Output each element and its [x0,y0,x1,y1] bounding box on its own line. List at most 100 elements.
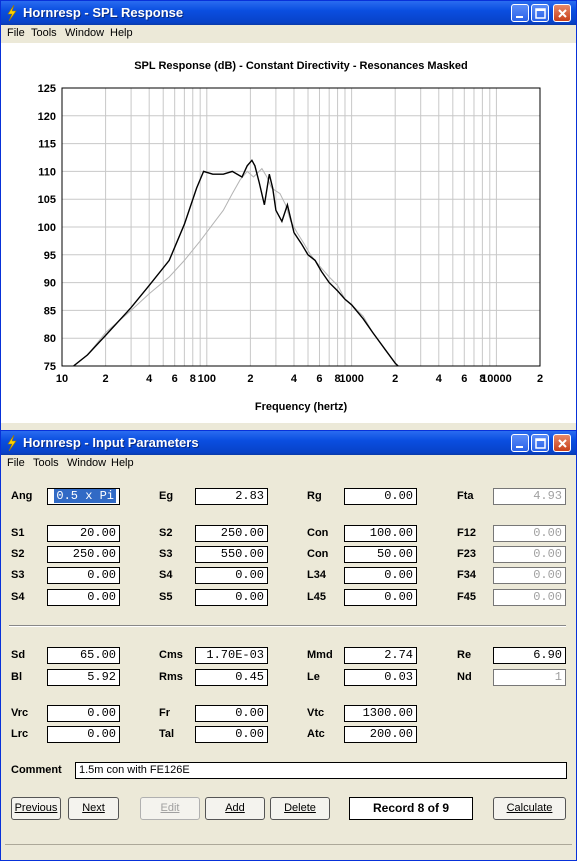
close-icon [558,9,567,18]
menu-window[interactable]: Window [65,27,105,39]
param-value: 5.92 [87,670,116,684]
param-field-fta[interactable]: 4.93 [493,488,566,505]
param-value: 0.00 [384,590,413,604]
close-button[interactable] [553,4,571,22]
calculate-button[interactable]: Calculate [493,797,566,820]
param-field-nd[interactable]: 1 [493,669,566,686]
param-field-s1[interactable]: 20.00 [47,525,120,542]
param-field-eg[interactable]: 2.83 [195,488,268,505]
menu-tools[interactable]: Tools [31,27,57,39]
param-field-re[interactable]: 6.90 [493,647,566,664]
param-label-f12: F12 [457,527,476,539]
x-tick-label: 10000 [481,373,512,385]
param-field-f12[interactable]: 0.00 [493,525,566,542]
x-tick-label: 4 [436,373,443,385]
param-field-con[interactable]: 50.00 [344,546,417,563]
menu-tools[interactable]: Tools [33,457,59,469]
param-label-rms: Rms [159,671,183,683]
menu-help[interactable]: Help [111,457,134,469]
minimize-icon [516,16,523,18]
minimize-button[interactable] [511,4,529,22]
param-label-lrc: Lrc [11,728,29,740]
add-button[interactable]: Add [205,797,265,820]
param-field-vtc[interactable]: 1300.00 [344,705,417,722]
param-label-fta: Fta [457,490,474,502]
param-field-tal[interactable]: 0.00 [195,726,268,743]
param-value: 250.00 [72,547,116,561]
minimize-button[interactable] [511,434,529,452]
param-field-s4[interactable]: 0.00 [195,567,268,584]
param-field-ang[interactable]: 0.5 x Pi [47,488,120,505]
param-field-cms[interactable]: 1.70E-03 [195,647,268,664]
y-tick-label: 85 [44,305,56,317]
param-field-rg[interactable]: 0.00 [344,488,417,505]
spl-title-bar[interactable]: Hornresp - SPL Response [1,1,576,25]
menu-file[interactable]: File [7,27,25,39]
delete-button[interactable]: Delete [270,797,330,820]
param-field-lrc[interactable]: 0.00 [47,726,120,743]
param-field-f45[interactable]: 0.00 [493,589,566,606]
param-label-ang: Ang [11,490,33,502]
section-divider [9,625,566,627]
x-tick-label: 1000 [339,373,363,385]
param-label-s3: S3 [159,548,173,560]
x-tick-label: 8 [479,373,485,385]
series-line-black [73,159,400,366]
x-tick-label: 6 [316,373,322,385]
maximize-button[interactable] [531,434,549,452]
comment-input[interactable]: 1.5m con with FE126E [75,762,567,779]
param-label-mmd: Mmd [307,649,333,661]
next-button[interactable]: Next [68,797,119,820]
param-field-s4[interactable]: 0.00 [47,589,120,606]
x-tick-label: 4 [291,373,298,385]
param-value: 200.00 [369,727,413,741]
x-tick-label: 6 [461,373,467,385]
parameters-panel: Comment 1.5m con with FE126E Previous Ne… [1,475,576,855]
param-field-l34[interactable]: 0.00 [344,567,417,584]
param-field-mmd[interactable]: 2.74 [344,647,417,664]
param-label-fr: Fr [159,707,170,719]
param-field-s3[interactable]: 0.00 [47,567,120,584]
input-title-bar[interactable]: Hornresp - Input Parameters [1,431,576,455]
previous-button[interactable]: Previous [11,797,61,820]
x-tick-label: 2 [392,373,398,385]
maximize-button[interactable] [531,4,549,22]
param-field-l45[interactable]: 0.00 [344,589,417,606]
y-tick-label: 125 [38,83,56,95]
param-field-vrc[interactable]: 0.00 [47,705,120,722]
param-label-s4: S4 [11,591,25,603]
menu-file[interactable]: File [7,457,25,469]
param-value: 0.00 [87,568,116,582]
close-button[interactable] [553,434,571,452]
menu-window[interactable]: Window [67,457,107,469]
param-label-s5: S5 [159,591,173,603]
param-field-atc[interactable]: 200.00 [344,726,417,743]
param-field-s2[interactable]: 250.00 [195,525,268,542]
param-label-tal: Tal [159,728,175,740]
param-field-sd[interactable]: 65.00 [47,647,120,664]
param-value: 0.00 [533,590,562,604]
spl-chart: SPL Response (dB) - Constant Directivity… [38,60,543,413]
x-tick-label: 2 [247,373,253,385]
param-label-l34: L34 [307,569,326,581]
plot-frame [61,87,541,367]
param-label-con: Con [307,527,329,539]
param-field-s2[interactable]: 250.00 [47,546,120,563]
param-label-nd: Nd [457,671,472,683]
param-field-s3[interactable]: 550.00 [195,546,268,563]
param-label-cms: Cms [159,649,183,661]
param-field-f23[interactable]: 0.00 [493,546,566,563]
param-field-con[interactable]: 100.00 [344,525,417,542]
param-field-rms[interactable]: 0.45 [195,669,268,686]
param-field-f34[interactable]: 0.00 [493,567,566,584]
param-label-rg: Rg [307,490,322,502]
edit-button[interactable]: Edit [140,797,200,820]
param-field-le[interactable]: 0.03 [344,669,417,686]
param-label-sd: Sd [11,649,26,661]
menu-help[interactable]: Help [110,27,133,39]
param-field-fr[interactable]: 0.00 [195,705,268,722]
param-field-s5[interactable]: 0.00 [195,589,268,606]
param-value: 0.00 [235,706,264,720]
param-value: 4.93 [533,489,562,503]
param-field-bl[interactable]: 5.92 [47,669,120,686]
